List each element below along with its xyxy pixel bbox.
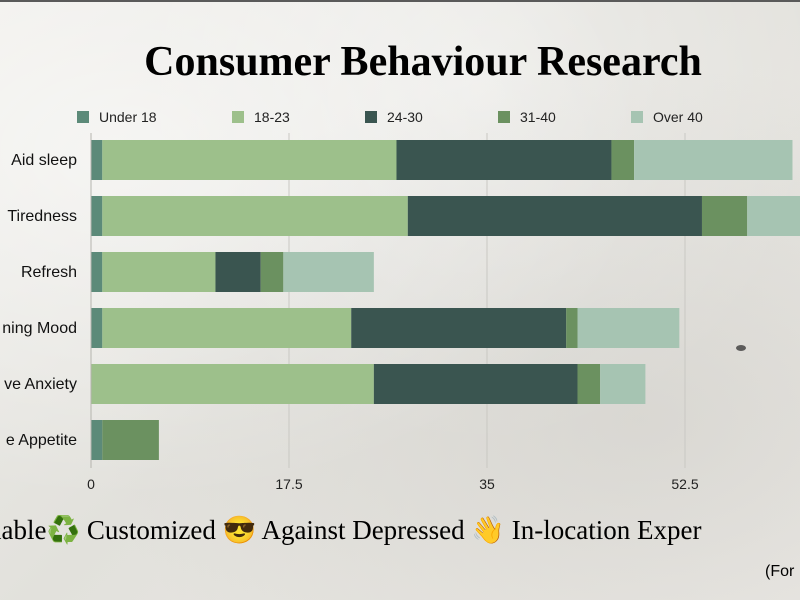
- y-category-label: Tiredness: [7, 208, 77, 225]
- chart-title: Consumer Behaviour Research: [144, 39, 702, 85]
- legend-swatch-31-40: [498, 111, 510, 123]
- bar-ning-mood-over-40: [577, 308, 680, 348]
- legend-item-24-30[interactable]: 24-30: [365, 107, 423, 127]
- top-border: [0, 0, 800, 2]
- background-speck: [736, 345, 746, 351]
- bar-tiredness-31-40: [701, 196, 748, 236]
- y-category-label: ve Anxiety: [4, 376, 77, 393]
- legend-label-24-30: 24-30: [387, 109, 423, 125]
- bar-aid-sleep-18-23: [102, 140, 397, 180]
- bar-refresh-over-40: [283, 252, 374, 292]
- legend-swatch-under-18: [77, 111, 89, 123]
- bar-refresh-18-23: [102, 252, 216, 292]
- legend-label-under-18: Under 18: [99, 109, 157, 125]
- legend-swatch-over-40: [631, 111, 643, 123]
- bar-tiredness-24-30: [407, 196, 702, 236]
- bar-tiredness-over-40: [747, 196, 800, 236]
- bar-e-appetite-under-18: [91, 420, 103, 460]
- legend-item-under-18[interactable]: Under 18: [77, 107, 157, 127]
- bar-refresh-31-40: [260, 252, 284, 292]
- bar-refresh-24-30: [215, 252, 261, 292]
- bar-ning-mood-under-18: [91, 308, 103, 348]
- bar-tiredness-under-18: [91, 196, 103, 236]
- bar-ve-anxiety-24-30: [373, 364, 578, 404]
- legend-swatch-24-30: [365, 111, 377, 123]
- legend-item-18-23[interactable]: 18-23: [232, 107, 290, 127]
- y-category-label: e Appetite: [6, 432, 77, 449]
- bar-ning-mood-18-23: [102, 308, 352, 348]
- bar-aid-sleep-31-40: [611, 140, 635, 180]
- legend-item-31-40[interactable]: 31-40: [498, 107, 556, 127]
- legend-label-18-23: 18-23: [254, 109, 290, 125]
- x-tick-label: 35: [479, 476, 495, 492]
- bar-refresh-under-18: [91, 252, 103, 292]
- y-category-label: ning Mood: [2, 320, 77, 337]
- footer-note: (For: [765, 563, 795, 580]
- bar-ve-anxiety-31-40: [577, 364, 601, 404]
- bar-tiredness-18-23: [102, 196, 408, 236]
- bar-e-appetite-31-40: [102, 420, 159, 460]
- bar-ning-mood-24-30: [351, 308, 567, 348]
- legend-swatch-18-23: [232, 111, 244, 123]
- bar-aid-sleep-over-40: [634, 140, 793, 180]
- legend-label-over-40: Over 40: [653, 109, 703, 125]
- x-tick-label: 0: [87, 476, 95, 492]
- bar-aid-sleep-24-30: [396, 140, 612, 180]
- bar-ning-mood-31-40: [566, 308, 578, 348]
- y-category-label: Aid sleep: [11, 152, 77, 169]
- x-tick-label: 52.5: [671, 476, 698, 492]
- bar-aid-sleep-under-18: [91, 140, 103, 180]
- legend-item-over-40[interactable]: Over 40: [631, 107, 703, 127]
- bar-ve-anxiety-18-23: [91, 364, 374, 404]
- footer-tagline: nable♻️ Customized 😎 Against Depressed 👋…: [0, 515, 702, 545]
- x-tick-label: 17.5: [275, 476, 302, 492]
- y-category-label: Refresh: [21, 264, 77, 281]
- legend-label-31-40: 31-40: [520, 109, 556, 125]
- bar-ve-anxiety-over-40: [600, 364, 646, 404]
- legend: Under 18 18-23 24-30 31-40 Over 40: [0, 107, 800, 127]
